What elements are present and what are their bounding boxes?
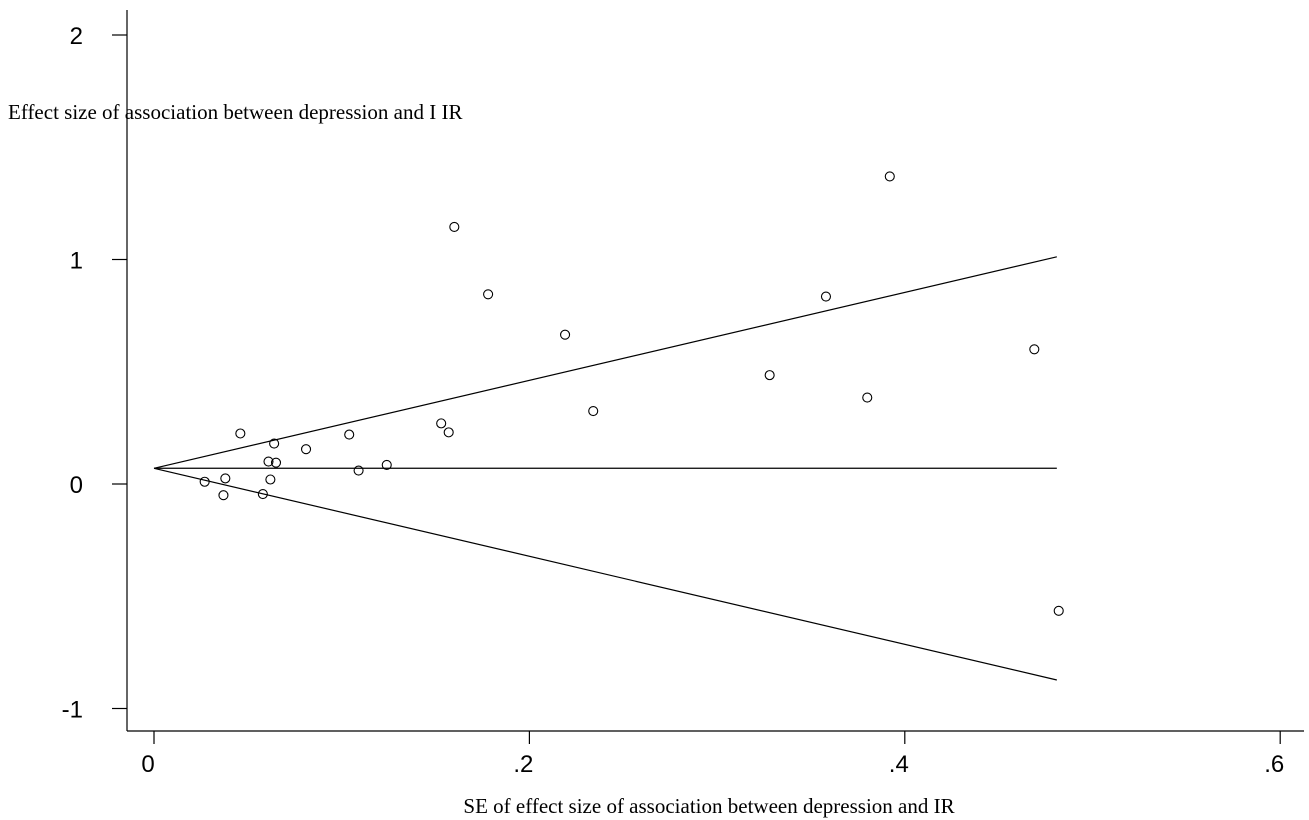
data-point — [1053, 605, 1064, 616]
data-point — [218, 490, 229, 501]
data-point — [449, 221, 460, 232]
data-point — [199, 476, 210, 487]
data-point — [483, 289, 494, 300]
x-tick-label: .2 — [513, 751, 533, 778]
y-ticks: -1 0 1 2 — [62, 23, 127, 724]
y-axis-title: Effect size of association between depre… — [8, 100, 462, 124]
x-axis-title: SE of effect size of association between… — [463, 794, 954, 818]
y-tick-label: -1 — [62, 697, 83, 724]
data-point — [263, 456, 274, 467]
data-point — [862, 392, 873, 403]
data-point — [588, 405, 599, 417]
x-tick-label: .6 — [1264, 751, 1284, 778]
data-points — [199, 171, 1064, 616]
data-point — [257, 489, 268, 500]
data-point — [1029, 344, 1040, 355]
data-point — [269, 438, 280, 449]
axes — [126, 10, 1304, 732]
y-tick-label: 2 — [70, 23, 83, 50]
data-point — [344, 429, 355, 440]
funnel-lines — [153, 256, 1057, 681]
lower-confidence-limit-line — [153, 467, 1057, 681]
data-point — [443, 427, 454, 438]
data-point — [300, 444, 312, 455]
data-point — [235, 428, 246, 439]
data-point — [381, 459, 392, 470]
upper-confidence-limit-line — [153, 256, 1057, 469]
y-tick-label: 1 — [70, 248, 83, 275]
x-tick-label: .4 — [889, 751, 909, 778]
data-point — [820, 291, 832, 302]
x-tick-label: 0 — [141, 751, 154, 778]
y-tick-label: 0 — [70, 472, 83, 499]
x-ticks: 0 .2 .4 .6 — [141, 731, 1284, 778]
data-point — [764, 370, 775, 381]
data-point — [436, 418, 447, 429]
data-point — [353, 465, 364, 476]
data-point — [220, 473, 231, 484]
data-point — [884, 171, 895, 182]
data-point — [265, 474, 276, 485]
data-point — [560, 329, 571, 340]
data-point — [270, 457, 282, 468]
